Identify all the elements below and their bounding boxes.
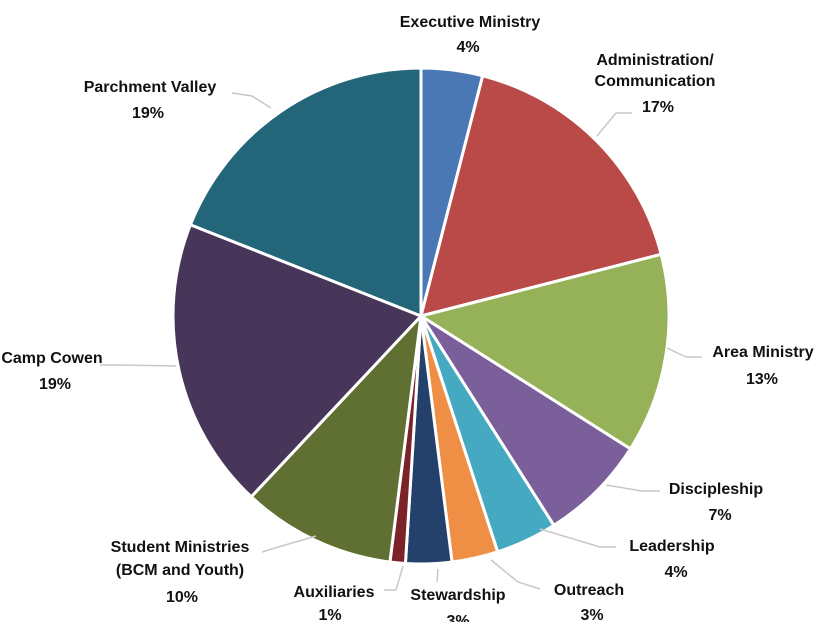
- slice-label-discipleship: Discipleship: [669, 481, 763, 498]
- slice-label-stewardship: Stewardship: [410, 587, 505, 604]
- slice-label-parchment-valley: Parchment Valley: [84, 79, 217, 96]
- slices-layer: [171, 66, 671, 566]
- slice-percent-student-ministries-bcm-and-youth: 10%: [166, 589, 198, 606]
- slice-label-leadership: Leadership: [629, 538, 715, 555]
- slice-percent-stewardship: 3%: [446, 613, 469, 622]
- slice-label-student-ministries-bcm-and-youth: (BCM and Youth): [116, 562, 244, 579]
- leader-line: [231, 92, 272, 109]
- slice-label-auxiliaries: Auxiliaries: [294, 584, 375, 601]
- slice-percent-administration-communication: 17%: [642, 99, 674, 116]
- slice-label-student-ministries-bcm-and-youth: Student Ministries: [111, 539, 250, 556]
- slice-percent-auxiliaries: 1%: [318, 607, 341, 622]
- slice-percent-camp-cowen: 19%: [39, 376, 71, 393]
- slice-percent-leadership: 4%: [664, 564, 687, 581]
- slice-percent-discipleship: 7%: [708, 507, 731, 524]
- slice-label-executive-ministry: Executive Ministry: [400, 14, 541, 31]
- leader-line: [490, 559, 541, 590]
- pie-slice-administration-communication: [419, 74, 663, 318]
- leader-line: [436, 568, 439, 583]
- slice-label-administration-communication: Administration/: [596, 52, 714, 69]
- slice-percent-executive-ministry: 4%: [456, 39, 479, 56]
- leader-line: [261, 535, 317, 553]
- pie-slice-parchment-valley: [188, 66, 423, 318]
- labels-layer: Executive Ministry 4% Administration/Commu…: [1, 14, 813, 622]
- leader-lines-layer: [100, 92, 702, 591]
- slice-percent-area-ministry: 13%: [746, 371, 778, 388]
- pie-slice-area-ministry: [419, 252, 671, 451]
- pie-slice-student-ministries-bcm-and-youth: [249, 314, 423, 564]
- slice-label-outreach: Outreach: [554, 582, 624, 599]
- leader-line: [605, 484, 660, 492]
- slice-label-camp-cowen: Camp Cowen: [1, 350, 102, 367]
- leader-line: [666, 347, 702, 358]
- slice-label-area-ministry: Area Ministry: [712, 344, 813, 361]
- leader-line: [100, 364, 177, 367]
- slice-percent-parchment-valley: 19%: [132, 105, 164, 122]
- slice-percent-outreach: 3%: [580, 607, 603, 622]
- leader-line: [384, 565, 404, 591]
- pie-slice-discipleship: [419, 314, 632, 527]
- leader-line: [539, 528, 616, 548]
- slice-label-administration-communication: Communication: [595, 73, 716, 90]
- leader-line: [596, 112, 632, 137]
